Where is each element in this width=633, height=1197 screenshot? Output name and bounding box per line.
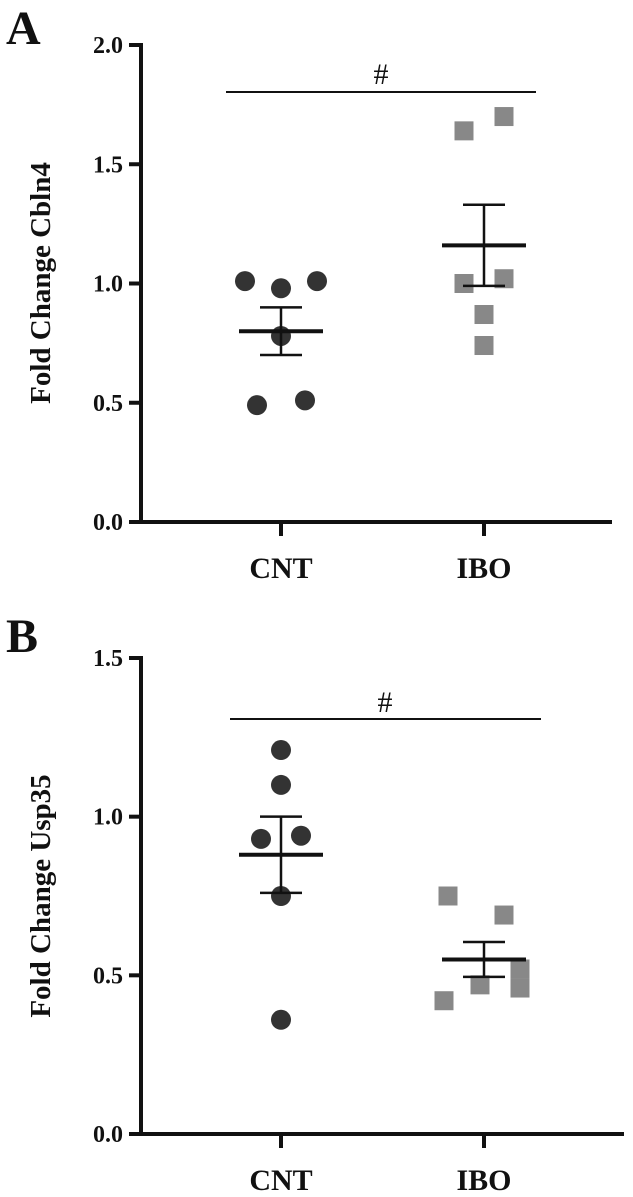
x-tick-label-cnt: CNT xyxy=(249,1164,312,1197)
y-axis-label: Fold Change Usp35 xyxy=(25,774,57,1017)
data-point xyxy=(251,828,271,849)
x-tick-label-cnt: CNT xyxy=(249,552,312,585)
data-point xyxy=(454,274,474,293)
data-point xyxy=(271,886,291,906)
data-point xyxy=(438,886,458,906)
data-point xyxy=(247,395,267,416)
data-point xyxy=(271,278,291,299)
data-point xyxy=(494,905,514,925)
data-point xyxy=(271,1009,291,1030)
data-point xyxy=(434,991,454,1011)
data-point xyxy=(235,271,255,292)
y-tick-label: 1.0 xyxy=(93,272,123,298)
data-point xyxy=(291,825,311,846)
y-tick-label: 0.5 xyxy=(93,963,123,989)
x-tick-label-ibo: IBO xyxy=(456,1164,511,1197)
data-point xyxy=(474,305,494,325)
data-point xyxy=(510,959,530,979)
y-axis-label: Fold Change Cbln4 xyxy=(25,162,57,404)
y-tick-label: 2.0 xyxy=(93,33,123,59)
y-tick-label: 0.0 xyxy=(93,1122,123,1148)
x-tick-label-ibo: IBO xyxy=(456,552,511,585)
data-point xyxy=(494,107,514,127)
significance-marker: # xyxy=(378,686,393,719)
y-tick-label: 0.0 xyxy=(93,510,123,536)
y-tick-label: 1.0 xyxy=(93,805,123,831)
data-point xyxy=(454,121,474,141)
y-tick-label: 0.5 xyxy=(93,391,123,417)
panel-label: B xyxy=(6,610,38,663)
y-tick-label: 1.5 xyxy=(93,152,123,178)
panel-b: B Fold Change Usp35 # CNT IBO 0.0 0.5 1.0 1… xyxy=(6,610,624,1197)
data-point xyxy=(271,774,291,795)
data-point xyxy=(271,740,291,761)
data-point xyxy=(307,271,327,292)
data-point xyxy=(510,978,530,998)
data-point xyxy=(474,336,494,356)
panel-a: A Fold Change Cbln4 # CNT IBO 0.0 0.5 1.0 1… xyxy=(6,2,612,585)
data-point xyxy=(494,269,514,289)
data-point xyxy=(470,975,490,995)
data-point xyxy=(295,390,315,411)
significance-marker: # xyxy=(374,58,389,91)
panel-label: A xyxy=(6,2,41,55)
y-tick-label: 1.5 xyxy=(93,646,123,672)
